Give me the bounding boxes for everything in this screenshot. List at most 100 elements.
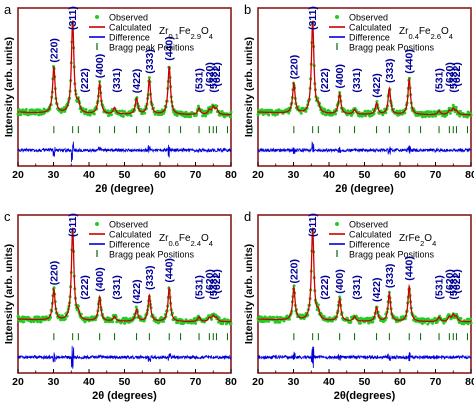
- observed-point: [304, 109, 308, 113]
- calculated-line: [257, 227, 471, 323]
- x-tick-label: 30: [288, 169, 300, 181]
- legend-calculated-label: Calculated: [349, 23, 392, 33]
- hkl-label: (622): [451, 62, 463, 87]
- hkl-label: (400): [334, 269, 346, 294]
- observed-point: [189, 115, 193, 119]
- hkl-label: (620): [444, 269, 456, 294]
- observed-point: [357, 317, 361, 321]
- observed-point: [228, 115, 232, 119]
- observed-point: [468, 317, 472, 321]
- difference-line: [17, 141, 232, 163]
- observed-point: [349, 320, 353, 324]
- calculated-line: [17, 20, 232, 116]
- x-tick-label: 80: [465, 169, 474, 181]
- observed-point: [84, 107, 88, 111]
- observed-point: [287, 317, 291, 321]
- formula-title: Zr0.6Fe2.4O4: [159, 233, 213, 248]
- observed-point: [272, 316, 276, 320]
- observed-point: [106, 109, 110, 113]
- x-tick-label: 20: [252, 169, 264, 181]
- legend-observed-label: Observed: [349, 220, 388, 230]
- y-axis-label: Intensity (arb. units): [3, 244, 15, 344]
- observed-point: [109, 113, 113, 117]
- observed-point: [134, 305, 138, 309]
- hkl-label: (333): [384, 264, 396, 289]
- panel-b: (220) (311) (222) (400) (331) (422)(333) (440)…: [243, 6, 474, 195]
- formula-title: Zr0.4Fe2.6O4: [399, 26, 453, 41]
- legend-difference-label: Difference: [349, 33, 390, 43]
- legend-calculated-label: Calculated: [349, 230, 392, 240]
- x-tick-label: 70: [190, 169, 202, 181]
- legend-observed-marker: [335, 222, 339, 226]
- observed-point: [123, 321, 127, 325]
- observed-point: [267, 319, 271, 323]
- x-tick-label: 60: [154, 376, 166, 388]
- legend-bragg-label: Bragg peak Positions: [349, 43, 435, 53]
- x-axis: 20 30 40 50 60 70 80: [12, 162, 237, 181]
- hkl-label: (331): [351, 68, 363, 93]
- hkl-label: (440): [164, 258, 176, 283]
- hkl-label: (620): [204, 62, 216, 87]
- observed-point: [21, 315, 25, 319]
- observed-point: [32, 320, 36, 324]
- hkl-label: (311): [67, 213, 79, 237]
- x-tick-label: 70: [430, 376, 442, 388]
- x-tick-label: 20: [252, 376, 264, 388]
- legend-observed-label: Observed: [109, 220, 148, 230]
- hkl-label: (531): [194, 68, 206, 93]
- hkl-label: (400): [94, 267, 106, 292]
- x-tick-label: 50: [359, 169, 371, 181]
- hkl-label: (400): [94, 54, 106, 79]
- x-tick-label: 70: [190, 376, 202, 388]
- hkl-label: (622): [451, 269, 463, 294]
- observed-point: [162, 319, 166, 323]
- hkl-label: (422): [131, 279, 143, 304]
- hkl-label: (620): [444, 62, 456, 87]
- x-tick-label: 80: [225, 169, 237, 181]
- difference-line: [17, 345, 232, 369]
- observed-point: [375, 99, 379, 103]
- observed-point: [276, 112, 280, 116]
- hkl-label: (531): [434, 275, 446, 300]
- observed-point: [316, 303, 320, 307]
- observed-point: [358, 321, 362, 325]
- observed-point: [413, 315, 417, 319]
- observed-point: [265, 108, 269, 112]
- observed-point: [176, 321, 180, 325]
- x-axis-label: 2θ (degrees): [92, 390, 157, 402]
- observed-point: [36, 320, 40, 324]
- legend-observed-marker: [95, 15, 99, 19]
- bragg-peak-positions: [11, 126, 228, 134]
- hkl-label: (620): [204, 269, 216, 294]
- hkl-label: (440): [404, 49, 416, 74]
- legend-difference-label: Difference: [349, 240, 390, 250]
- hkl-label: (331): [111, 275, 123, 300]
- observed-point: [334, 112, 338, 116]
- x-tick-label: 40: [323, 169, 335, 181]
- x-tick-label: 20: [12, 376, 24, 388]
- bragg-peak-positions: [251, 333, 468, 341]
- observed-point: [428, 114, 432, 118]
- hkl-label: (533): [448, 68, 460, 93]
- legend-bragg-label: Bragg peak Positions: [109, 43, 195, 53]
- y-axis-label: Intensity (arb. units): [243, 244, 255, 344]
- x-tick-label: 30: [48, 169, 60, 181]
- hkl-label: (422): [131, 69, 143, 94]
- y-axis-label: Intensity (arb. units): [3, 37, 15, 137]
- x-tick-label: 40: [323, 376, 335, 388]
- x-tick-label: 30: [288, 376, 300, 388]
- observed-point: [215, 104, 219, 108]
- x-tick-label: 80: [465, 376, 474, 388]
- x-tick-label: 50: [119, 169, 131, 181]
- observed-series: [256, 22, 473, 119]
- observed-point: [287, 111, 291, 115]
- observed-point: [118, 109, 122, 113]
- observed-point: [217, 316, 221, 320]
- hkl-label: (422): [371, 277, 383, 302]
- hkl-label: (531): [194, 275, 206, 300]
- x-tick-label: 60: [394, 169, 406, 181]
- x-tick-label: 80: [225, 376, 237, 388]
- bragg-peak-positions: [251, 126, 468, 134]
